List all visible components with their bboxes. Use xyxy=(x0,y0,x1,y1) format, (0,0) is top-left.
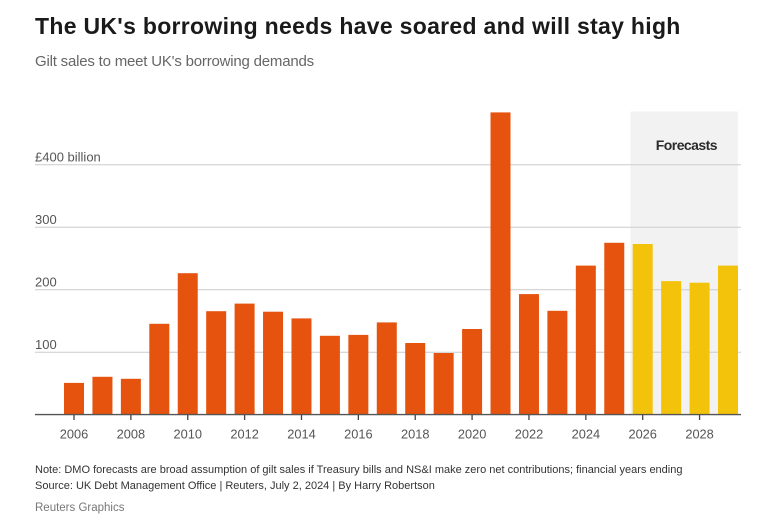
svg-text:Forecasts: Forecasts xyxy=(656,137,718,153)
svg-text:£400 billion: £400 billion xyxy=(35,150,101,165)
svg-text:100: 100 xyxy=(35,337,57,352)
svg-text:300: 300 xyxy=(35,212,57,227)
svg-text:2026: 2026 xyxy=(628,427,656,442)
svg-text:2018: 2018 xyxy=(401,427,429,442)
svg-text:2028: 2028 xyxy=(685,427,713,442)
svg-text:2008: 2008 xyxy=(117,427,145,442)
svg-text:2014: 2014 xyxy=(287,427,315,442)
svg-text:2022: 2022 xyxy=(515,427,543,442)
svg-text:200: 200 xyxy=(35,275,57,290)
svg-text:2010: 2010 xyxy=(174,427,202,442)
svg-text:2016: 2016 xyxy=(344,427,372,442)
svg-text:2006: 2006 xyxy=(60,427,88,442)
svg-text:2024: 2024 xyxy=(572,427,600,442)
svg-text:2020: 2020 xyxy=(458,427,486,442)
svg-text:2012: 2012 xyxy=(230,427,258,442)
